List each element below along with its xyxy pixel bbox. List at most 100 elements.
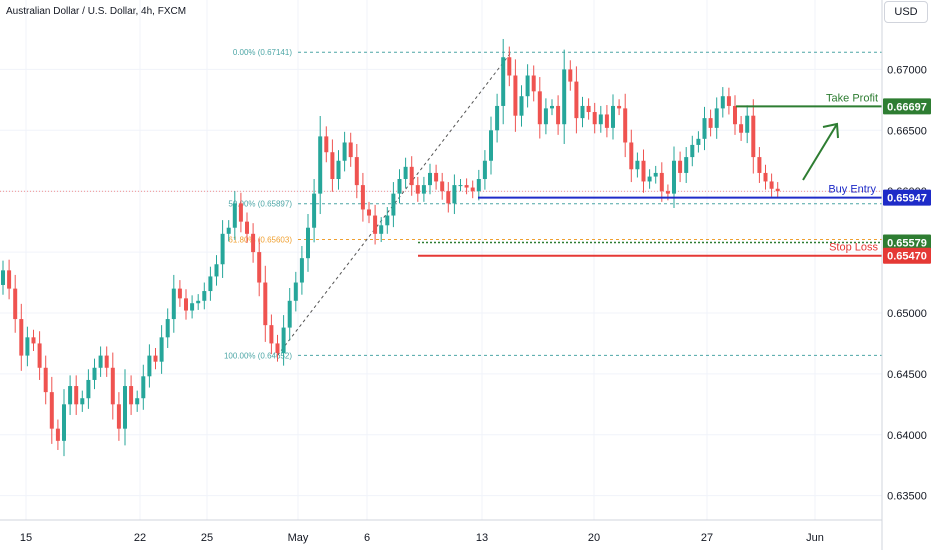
candle[interactable] <box>745 105 750 144</box>
candle[interactable] <box>379 217 384 243</box>
candle[interactable] <box>458 179 463 192</box>
candle[interactable] <box>287 288 292 341</box>
candle[interactable] <box>7 259 12 300</box>
candle[interactable] <box>702 106 707 151</box>
take-profit-price-tag[interactable]: 0.66697 <box>883 98 931 115</box>
support-price-tag[interactable]: 0.65579 <box>883 234 931 251</box>
candle[interactable] <box>513 59 518 132</box>
candle[interactable] <box>214 255 219 286</box>
candle[interactable] <box>312 179 317 243</box>
candle[interactable] <box>62 389 66 457</box>
candle[interactable] <box>196 294 201 310</box>
candle[interactable] <box>299 245 304 295</box>
candle[interactable] <box>318 115 323 215</box>
candle[interactable] <box>251 223 256 263</box>
candle[interactable] <box>354 144 359 199</box>
candle[interactable] <box>696 131 701 153</box>
candle[interactable] <box>397 169 402 204</box>
candle[interactable] <box>586 98 591 120</box>
candle[interactable] <box>263 265 268 342</box>
candle[interactable] <box>428 163 432 195</box>
candle[interactable] <box>348 132 353 167</box>
candle[interactable] <box>324 126 329 163</box>
candle[interactable] <box>507 46 512 87</box>
trade-drawings[interactable]: Take Profit Buy Entry Stop Loss <box>418 92 882 257</box>
candle[interactable] <box>184 289 188 320</box>
candle[interactable] <box>763 164 768 190</box>
candle[interactable] <box>592 102 597 134</box>
candle[interactable] <box>232 191 237 240</box>
projection-arrow[interactable] <box>802 123 838 181</box>
candle[interactable] <box>19 303 24 371</box>
candle[interactable] <box>611 94 615 140</box>
candle[interactable] <box>452 174 457 215</box>
candle[interactable] <box>165 308 170 348</box>
candle[interactable] <box>385 207 390 234</box>
candle[interactable] <box>116 392 121 441</box>
candle[interactable] <box>641 149 646 193</box>
candle[interactable] <box>306 214 310 272</box>
candle[interactable] <box>464 178 469 195</box>
candle[interactable] <box>501 38 506 125</box>
candle[interactable] <box>373 204 378 245</box>
candle[interactable] <box>556 95 561 135</box>
candle[interactable] <box>245 212 249 243</box>
candle[interactable] <box>98 346 103 377</box>
candle[interactable] <box>80 390 85 412</box>
candle[interactable] <box>434 164 439 190</box>
candle[interactable] <box>562 49 567 145</box>
candle[interactable] <box>86 369 91 409</box>
candle[interactable] <box>525 64 530 108</box>
currency-button[interactable]: USD <box>884 1 928 23</box>
candle[interactable] <box>159 325 164 374</box>
candle[interactable] <box>330 139 335 192</box>
candle[interactable] <box>720 87 725 118</box>
candle[interactable] <box>129 375 134 415</box>
buy-entry-price-tag[interactable]: 0.65947 <box>883 189 931 206</box>
candle[interactable] <box>775 182 780 198</box>
candle[interactable] <box>43 355 48 405</box>
candle[interactable] <box>110 352 115 420</box>
candle[interactable] <box>269 314 274 355</box>
candle[interactable] <box>580 96 585 128</box>
candle[interactable] <box>104 346 109 377</box>
candle[interactable] <box>623 93 628 158</box>
candle[interactable] <box>391 182 396 228</box>
candle[interactable] <box>733 95 737 135</box>
candle[interactable] <box>37 331 42 380</box>
candle[interactable] <box>757 147 762 183</box>
candle[interactable] <box>470 180 475 199</box>
candle[interactable] <box>141 364 146 410</box>
candles[interactable] <box>1 38 780 457</box>
candle[interactable] <box>367 201 371 224</box>
stop-loss-price-tag[interactable]: 0.65470 <box>883 247 931 264</box>
candle[interactable] <box>49 376 54 444</box>
candle[interactable] <box>153 347 158 370</box>
candle[interactable] <box>226 220 231 242</box>
candle[interactable] <box>629 129 634 183</box>
candle[interactable] <box>672 146 676 208</box>
candle[interactable] <box>531 65 536 102</box>
candle[interactable] <box>476 169 481 201</box>
candle[interactable] <box>275 334 280 362</box>
candle[interactable] <box>495 93 500 143</box>
candle[interactable] <box>617 99 622 116</box>
candle[interactable] <box>13 274 18 333</box>
candle[interactable] <box>574 66 579 134</box>
candle[interactable] <box>519 85 524 127</box>
candle[interactable] <box>446 182 451 213</box>
candle[interactable] <box>714 97 719 139</box>
candle[interactable] <box>769 173 774 197</box>
candle[interactable] <box>55 419 60 450</box>
candle[interactable] <box>598 105 603 133</box>
candle[interactable] <box>415 176 420 202</box>
fibonacci-retracement[interactable]: 0.00% (0.67141) 50.00% (0.65897) 61.80% (0… <box>224 48 882 360</box>
candle[interactable] <box>684 147 689 183</box>
candle[interactable] <box>257 238 262 297</box>
candle[interactable] <box>440 172 445 200</box>
candle[interactable] <box>543 98 548 135</box>
candle[interactable] <box>409 156 414 196</box>
candle[interactable] <box>190 295 195 319</box>
candle[interactable] <box>568 60 573 91</box>
